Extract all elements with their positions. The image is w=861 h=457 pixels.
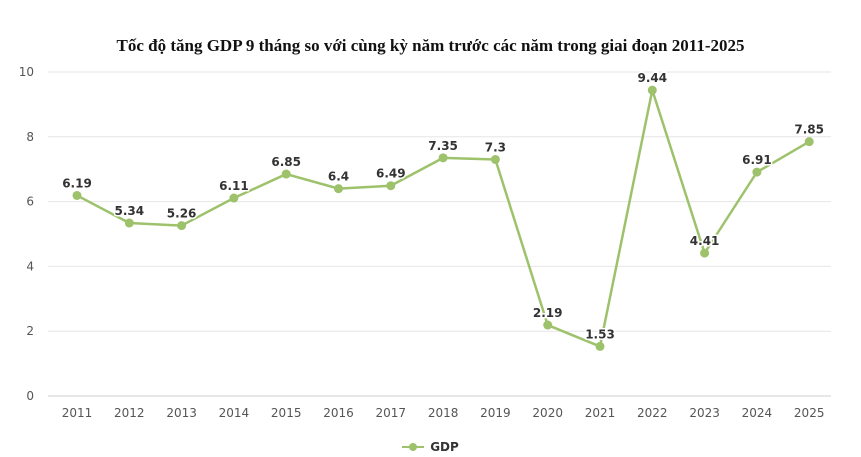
data-label: 6.11 [219,179,249,193]
data-point [334,184,343,194]
data-point [386,181,396,191]
data-point [438,153,448,163]
y-tick-label: 6 [26,195,34,209]
x-tick-label: 2020 [532,406,563,420]
data-label: 5.26 [167,207,197,221]
data-label: 7.35 [428,139,458,153]
data-point [804,137,814,147]
x-tick-label: 2018 [428,406,459,420]
x-tick-label: 2015 [271,406,302,420]
data-label: 7.3 [485,140,506,154]
data-point [177,221,187,231]
x-tick-label: 2014 [219,406,250,420]
data-point [281,169,291,179]
data-label: 5.34 [114,204,144,218]
x-tick-label: 2017 [376,406,407,420]
legend-marker-icon [402,443,425,451]
x-tick-label: 2013 [166,406,197,420]
data-labels: 6.19 5.34 5.26 6.11 6.85 6.4 6.49 7.35 7.3 2.19 1.… [61,70,826,343]
x-tick-label: 2011 [62,406,93,420]
chart-title: Tốc độ tăng GDP 9 tháng so với cùng kỳ n… [116,36,745,55]
data-point [229,193,239,203]
data-point [543,320,553,330]
x-tick-label: 2021 [585,406,616,420]
x-tick-label: 2022 [637,406,668,420]
data-point [72,190,82,200]
x-tick-label: 2023 [689,406,720,420]
x-axis-ticks: 2011 2012 2013 2014 2015 2016 2017 2018 2019 2020… [62,406,825,420]
data-label: 6.4 [328,170,349,184]
y-axis-ticks: 0 2 4 6 8 10 [19,65,34,403]
x-tick-label: 2012 [114,406,145,420]
x-tick-label: 2025 [794,406,825,420]
data-label: 6.91 [742,153,772,167]
line-chart: 0 2 4 6 8 10 2011 2012 2013 2014 2015 2016 2017 2018… [19,65,831,420]
data-point [752,167,762,177]
y-tick-label: 0 [26,389,34,403]
data-point [647,85,657,95]
legend-label: GDP [430,440,459,454]
y-tick-label: 2 [26,324,34,338]
y-tick-label: 4 [26,259,34,273]
data-label: 2.19 [533,306,563,320]
legend-item-gdp[interactable]: GDP [402,440,459,454]
gdp-series [72,85,814,351]
legend: GDP [0,440,861,454]
grid-lines [48,71,831,397]
data-point [490,154,500,164]
data-label: 1.53 [585,327,615,341]
data-label: 9.44 [637,71,667,85]
x-tick-label: 2016 [323,406,354,420]
data-point [124,218,134,228]
data-label: 7.85 [794,123,824,137]
data-label: 6.49 [376,167,406,181]
y-tick-label: 10 [19,65,34,79]
x-tick-label: 2024 [742,406,773,420]
data-label: 6.85 [271,155,301,169]
data-point [700,248,710,258]
x-tick-label: 2019 [480,406,511,420]
y-tick-label: 8 [26,130,34,144]
data-point [595,341,605,351]
data-label: 6.19 [62,176,92,190]
data-label: 4.41 [690,234,720,248]
